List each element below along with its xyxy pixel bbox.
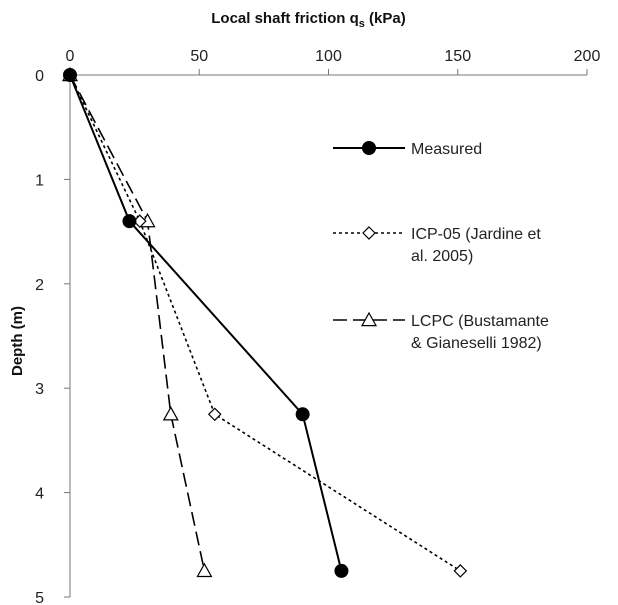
legend-label: Measured <box>411 141 482 158</box>
y-tick-label: 5 <box>35 590 44 605</box>
y-tick-label: 3 <box>35 381 44 398</box>
legend-marker <box>360 311 378 327</box>
data-point <box>162 406 179 421</box>
series-open-diamond <box>63 68 468 578</box>
series-layer <box>61 66 468 578</box>
data-point <box>334 563 349 578</box>
data-point <box>196 562 213 578</box>
series-open-triangle <box>61 66 213 578</box>
y-axis-title: Depth (m) <box>9 306 26 376</box>
x-tick-label: 0 <box>66 48 75 65</box>
data-point <box>295 407 310 422</box>
legend-item: Measured <box>333 141 482 158</box>
legend-marker <box>362 141 376 155</box>
x-tick-label: 50 <box>190 48 208 65</box>
y-tick-label: 4 <box>35 486 44 503</box>
legend-label: & Gianeselli 1982) <box>411 335 542 352</box>
x-axis-title: Local shaft friction qs (kPa) <box>211 10 406 30</box>
series-line <box>69 74 206 572</box>
series-filled-circle <box>63 68 349 578</box>
series-line <box>69 74 343 572</box>
data-point <box>63 68 77 82</box>
legend-label: ICP-05 (Jardine et <box>411 226 541 243</box>
legend-label: al. 2005) <box>411 248 473 265</box>
legend-marker <box>362 226 376 240</box>
y-tick-label: 1 <box>35 172 44 189</box>
series-line <box>69 74 461 572</box>
x-tick-label: 150 <box>444 48 471 65</box>
x-tick-label: 200 <box>574 48 601 65</box>
legend-item: LCPC (Bustamante & Gianeselli 1982) <box>333 311 549 352</box>
axes: 0 50 100 150 200 0 1 2 3 4 5 <box>35 48 600 605</box>
x-tick-label: 100 <box>315 48 342 65</box>
data-point <box>453 564 468 578</box>
y-tick-label: 0 <box>35 68 44 85</box>
y-tick-label: 2 <box>35 277 44 294</box>
data-point <box>122 214 137 229</box>
legend: Measured ICP-05 (Jardine et al. 2005) LCPC … <box>333 141 549 352</box>
data-point <box>207 407 222 422</box>
legend-label: LCPC (Bustamante <box>411 313 549 330</box>
legend-item: ICP-05 (Jardine et al. 2005) <box>333 226 541 265</box>
